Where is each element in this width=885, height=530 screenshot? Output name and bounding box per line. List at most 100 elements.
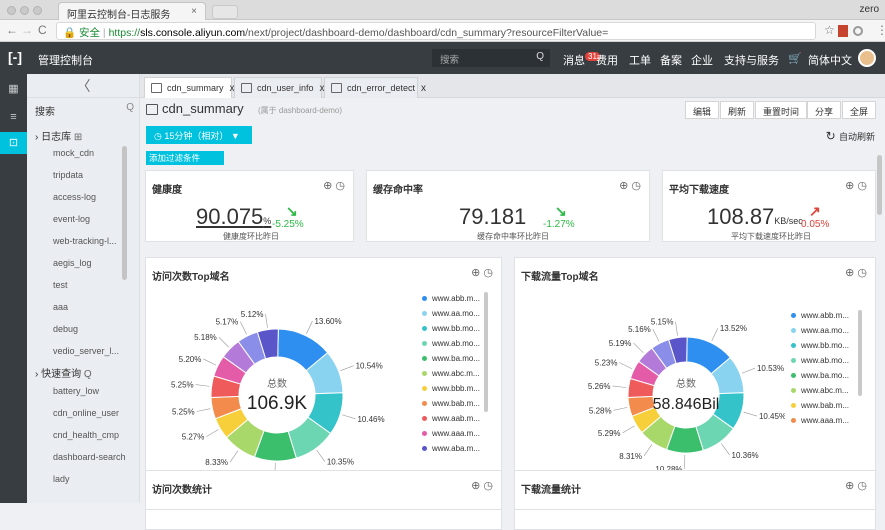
legend-scrollbar[interactable] <box>858 310 862 396</box>
legend-item[interactable]: www.ba.mo... <box>422 351 480 366</box>
sidebar-item-logstore[interactable]: event-log <box>27 214 127 224</box>
saved-query-section-header[interactable]: › 快速查询 Q <box>35 365 92 380</box>
fullscreen-button[interactable]: 全屏 <box>842 101 876 119</box>
search-icon[interactable]: Q <box>126 102 134 113</box>
legend-item[interactable]: www.abc.m... <box>791 383 849 398</box>
legend-item[interactable]: www.bb.mo... <box>422 321 480 336</box>
logstore-settings-icon[interactable]: ⊞ <box>74 132 82 143</box>
zoom-icon[interactable]: ⊕ <box>845 267 854 279</box>
zoom-icon[interactable]: ⊕ <box>619 180 628 192</box>
sidebar-item-logstore[interactable]: aegis_log <box>27 258 127 268</box>
back-icon[interactable]: ← <box>6 23 18 37</box>
sidebar-collapse-icon[interactable]: 〈 <box>27 74 140 98</box>
legend-item[interactable]: www.abb.m... <box>422 291 480 306</box>
clock-icon[interactable]: ◷ <box>631 180 641 192</box>
avatar[interactable] <box>858 49 876 67</box>
legend-item[interactable]: www.bb.mo... <box>791 338 849 353</box>
log-service-icon[interactable]: ⊡ <box>0 132 27 154</box>
window-maximize-dot[interactable] <box>33 6 42 15</box>
sidebar-item-query[interactable]: lady <box>27 474 127 484</box>
legend-item[interactable]: www.ba.mo... <box>791 368 849 383</box>
clock-icon[interactable]: ◷ <box>335 180 345 192</box>
sidebar-item-query[interactable]: cnd_health_cmp <box>27 430 127 440</box>
sidebar-item-logstore[interactable]: debug <box>27 324 127 334</box>
clock-icon[interactable]: ◷ <box>483 267 493 279</box>
browser-tab-close-icon[interactable]: × <box>191 6 197 17</box>
window-minimize-dot[interactable] <box>20 6 29 15</box>
close-icon[interactable]: x <box>421 83 426 94</box>
new-tab-button[interactable] <box>212 5 238 19</box>
nav-language[interactable]: 简体中文 <box>808 52 852 68</box>
sidebar-item-logstore[interactable]: mock_cdn <box>27 148 127 158</box>
grid-icon[interactable]: ▦ <box>0 78 27 100</box>
sidebar-item-logstore[interactable]: web-tracking-l... <box>27 236 127 246</box>
legend-item[interactable]: www.aa.mo... <box>791 323 849 338</box>
nav-enterprise[interactable]: 企业 <box>691 52 713 68</box>
extension-icon[interactable] <box>838 25 848 37</box>
aliyun-logo-icon[interactable]: [-] <box>8 49 22 65</box>
auto-refresh-toggle[interactable]: ↻ 自动刷新 <box>826 129 875 143</box>
legend-item[interactable]: www.abb.m... <box>791 308 849 323</box>
reload-icon[interactable]: C <box>38 23 47 37</box>
browser-profile-name[interactable]: zero <box>860 4 879 15</box>
legend-item[interactable]: www.bab.m... <box>422 396 480 411</box>
menu-icon[interactable]: ≡ <box>0 106 27 128</box>
legend-item[interactable]: www.aba.m... <box>422 441 480 456</box>
bookmark-star-icon[interactable]: ☆ <box>824 23 835 37</box>
zoom-icon[interactable]: ⊕ <box>323 180 332 192</box>
clock-icon[interactable]: ◷ <box>483 480 493 492</box>
nav-support[interactable]: 支持与服务 <box>724 52 779 68</box>
sidebar-item-logstore[interactable]: test <box>27 280 127 290</box>
time-range-button[interactable]: ◷ 15分钟（相对） ▼ <box>146 126 252 144</box>
nav-billing[interactable]: 费用 <box>596 52 618 68</box>
nav-tickets[interactable]: 工单 <box>629 52 651 68</box>
search-icon[interactable]: Q <box>84 369 92 380</box>
sidebar-item-logstore[interactable]: access-log <box>27 192 127 202</box>
top-search-input[interactable]: 搜索 Q <box>432 49 550 67</box>
sidebar-item-logstore[interactable]: aaa <box>27 302 127 312</box>
cart-icon[interactable]: 🛒 <box>788 52 802 65</box>
sidebar-item-logstore[interactable]: tripdata <box>27 170 127 180</box>
sidebar-item-query[interactable]: dashboard-search <box>27 452 127 462</box>
page-scrollbar[interactable] <box>877 155 882 215</box>
legend-item[interactable]: www.ab.mo... <box>422 336 480 351</box>
browser-tab[interactable]: 阿里云控制台-日志服务 × <box>58 2 206 20</box>
zoom-icon[interactable]: ⊕ <box>471 480 480 492</box>
clock-icon[interactable]: ◷ <box>857 180 867 192</box>
legend-item[interactable]: www.bbb.m... <box>422 381 480 396</box>
legend-scrollbar[interactable] <box>484 292 488 412</box>
nav-filing[interactable]: 备案 <box>660 52 682 68</box>
zoom-icon[interactable]: ⊕ <box>471 267 480 279</box>
sidebar-item-logstore[interactable]: vedio_server_l... <box>27 346 127 356</box>
sidebar-search-input[interactable]: 搜索 Q <box>31 100 136 118</box>
legend-item[interactable]: www.bab.m... <box>791 398 849 413</box>
legend-item[interactable]: www.aa.mo... <box>422 306 480 321</box>
share-button[interactable]: 分享 <box>807 101 841 119</box>
search-icon[interactable]: Q <box>536 51 544 62</box>
zoom-icon[interactable]: ⊕ <box>845 180 854 192</box>
console-title[interactable]: 管理控制台 <box>38 52 93 68</box>
browser-menu-icon[interactable]: ⋮ <box>876 23 885 37</box>
forward-icon[interactable]: → <box>21 23 33 37</box>
legend-item[interactable]: www.abc.m... <box>422 366 480 381</box>
window-close-dot[interactable] <box>7 6 16 15</box>
legend-item[interactable]: www.aaa.m... <box>791 413 849 428</box>
sidebar-item-query[interactable]: battery_low <box>27 386 127 396</box>
logstore-section-header[interactable]: › 日志库 ⊞ <box>35 128 82 143</box>
reset-time-button[interactable]: 重置时间 <box>755 101 807 119</box>
legend-item[interactable]: www.aab.m... <box>422 411 480 426</box>
legend-item[interactable]: www.aaa.m... <box>422 426 480 441</box>
zoom-icon[interactable]: ⊕ <box>845 480 854 492</box>
sidebar-scrollbar[interactable] <box>122 146 127 280</box>
sidebar-item-query[interactable]: cdn_online_user <box>27 408 127 418</box>
legend-item[interactable]: www.ab.mo... <box>791 353 849 368</box>
url-field[interactable]: 🔒 安全 | https://sls.console.aliyun.com/ne… <box>56 22 816 40</box>
kpi-value[interactable]: 90.075% <box>196 204 271 230</box>
clock-icon[interactable]: ◷ <box>857 480 867 492</box>
edit-button[interactable]: 编辑 <box>685 101 719 119</box>
clock-icon[interactable]: ◷ <box>857 267 867 279</box>
